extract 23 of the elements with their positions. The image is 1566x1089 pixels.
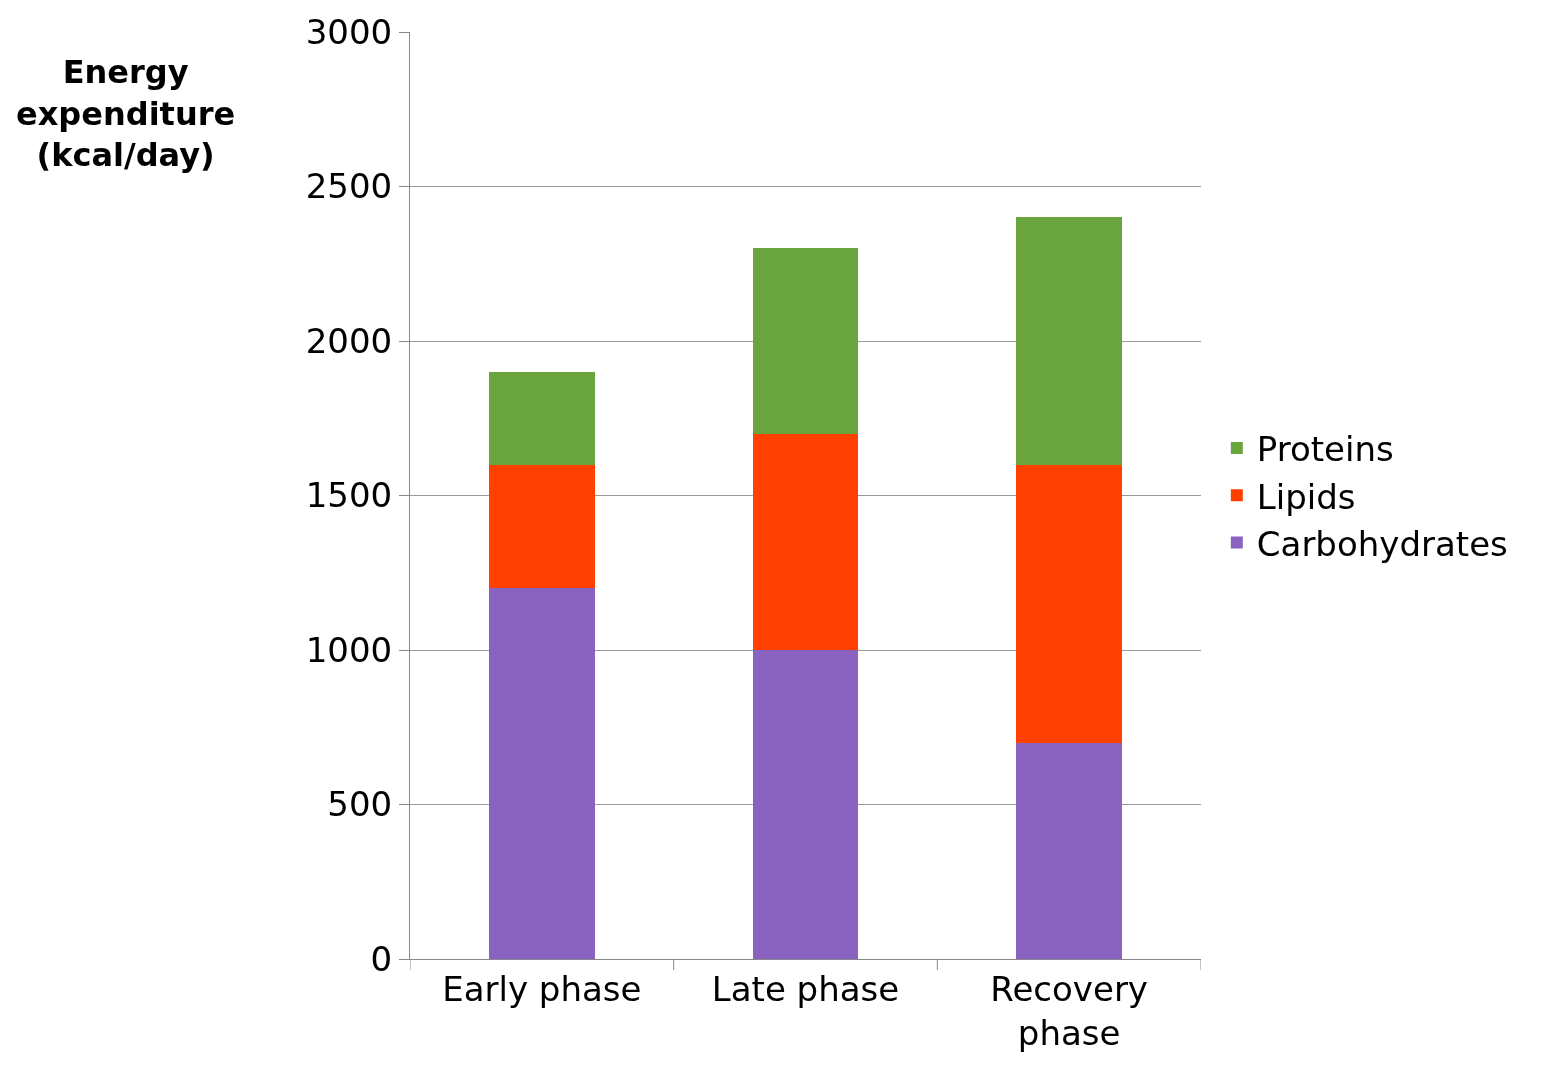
y-tick-label: 1000 [305, 629, 393, 670]
bar [752, 433, 859, 650]
bar [489, 464, 595, 589]
y-tick-label: 2000 [305, 320, 393, 361]
y-tick-label: 2500 [305, 166, 393, 207]
y-axis-title: Energy expenditure (kcal/day) [16, 53, 236, 175]
bar [489, 371, 595, 465]
bar [752, 650, 859, 959]
x-tick-label: Early phase [442, 968, 642, 1009]
bar [1016, 742, 1122, 959]
y-tick-label: 0 [370, 938, 393, 979]
legend-label: Proteins [1256, 429, 1394, 470]
bar [1016, 464, 1122, 743]
bar [752, 248, 859, 434]
x-tick-label: Recovery phase [990, 968, 1148, 1053]
y-tick-label: 3000 [305, 11, 393, 52]
legend-label: Lipids [1256, 476, 1356, 517]
y-tick-label: 500 [327, 784, 393, 825]
y-tick-label: 1500 [305, 475, 393, 516]
bar [489, 588, 595, 959]
legend-label: Carbohydrates [1256, 523, 1508, 564]
bar [1016, 217, 1122, 465]
x-tick-label: Late phase [711, 968, 900, 1009]
